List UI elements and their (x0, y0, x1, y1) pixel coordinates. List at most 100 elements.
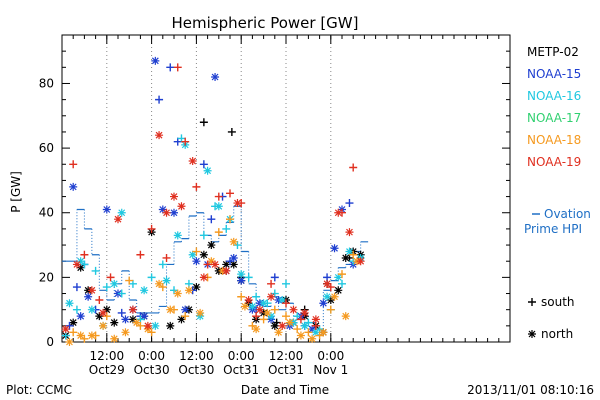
north-point (117, 208, 126, 217)
north-point (203, 166, 212, 175)
south-point (214, 192, 223, 201)
north-point (162, 208, 171, 217)
legend-model-label-1: Ovation (544, 207, 591, 221)
south-point (155, 95, 164, 104)
south-point (117, 289, 126, 298)
legend-series-label: METP-02 (527, 45, 579, 59)
x-tick-label-time: 0:00 (228, 349, 255, 363)
south-point (244, 273, 253, 282)
south-point (270, 305, 279, 314)
north-point (323, 292, 332, 301)
legend-series-label: NOAA-18 (527, 133, 581, 147)
south-point (272, 318, 281, 327)
y-tick-label: 40 (39, 206, 54, 220)
north-point (319, 299, 328, 308)
north-point (274, 328, 283, 337)
x-tick-label-time: 12:00 (269, 349, 304, 363)
footer-right-timestamp: 2013/11/01 08:10:16 (467, 383, 594, 397)
north-point (166, 321, 175, 330)
north-point (140, 286, 149, 295)
north-point (151, 321, 160, 330)
north-point (244, 295, 253, 304)
legend: METP-02 NOAA-15 NOAA-16 NOAA-17 NOAA-18 NOAA-… (524, 45, 591, 341)
north-point (334, 273, 343, 282)
south-point (222, 224, 231, 233)
south-point (162, 253, 171, 262)
south-point (237, 292, 246, 301)
north-point (311, 315, 320, 324)
south-point (147, 328, 156, 337)
north-point (188, 157, 197, 166)
north-point (65, 338, 74, 346)
legend-marker-label: south (541, 295, 575, 309)
south-point (69, 328, 78, 337)
north-point (211, 73, 220, 82)
north-point (248, 302, 257, 311)
south-point (282, 299, 290, 308)
south-point (147, 224, 156, 233)
north-point (99, 321, 108, 330)
south-point (136, 250, 145, 259)
south-point (259, 315, 268, 324)
legend-series-label: NOAA-15 (527, 67, 581, 81)
south-point (72, 305, 81, 314)
north-point (267, 312, 276, 321)
north-point (199, 250, 208, 259)
south-point (181, 312, 190, 321)
north-point (308, 334, 317, 343)
north-point (207, 241, 216, 250)
south-point (106, 273, 115, 282)
north-point (102, 305, 111, 314)
south-point (136, 321, 145, 330)
north-point (114, 215, 122, 224)
x-axis-label: Date and Time (241, 383, 329, 397)
north-point (151, 56, 160, 65)
north-point (278, 295, 287, 304)
x-tick-label-time: 12:00 (179, 349, 214, 363)
north-point (308, 325, 317, 334)
north-point (211, 260, 220, 269)
north-point (267, 292, 276, 301)
north-point (188, 250, 197, 259)
south-point (338, 270, 346, 279)
south-point (199, 231, 208, 240)
north-point (143, 321, 152, 330)
south-point (326, 283, 335, 292)
north-point (173, 289, 182, 298)
north-point (128, 315, 137, 324)
north-point (199, 273, 208, 282)
north-point (181, 305, 190, 314)
north-point (170, 208, 178, 217)
north-point (323, 279, 332, 288)
south-point (91, 331, 100, 340)
north-point (345, 247, 354, 256)
footer-left-credit: Plot: CCMC (6, 383, 72, 397)
north-point (184, 286, 193, 295)
north-point (207, 257, 216, 266)
north-point (128, 305, 137, 314)
north-point (252, 325, 261, 334)
north-point (263, 308, 272, 317)
north-point (330, 244, 339, 253)
south-point (80, 260, 89, 269)
south-point (147, 273, 156, 282)
north-point (158, 205, 167, 214)
north-point (65, 299, 74, 308)
south-point (263, 299, 272, 308)
north-point (99, 308, 108, 317)
x-tick-label-date: Oct31 (223, 363, 259, 377)
north-point (155, 279, 164, 288)
north-point (319, 328, 328, 337)
north-point (229, 253, 238, 262)
x-tick-label-time: 0:00 (317, 349, 344, 363)
south-point (207, 215, 216, 224)
plot-area: 02040608012:00Oct290:00Oct3012:00Oct300:… (39, 34, 536, 377)
north-point (110, 279, 119, 288)
north-point (192, 283, 201, 292)
south-point (125, 276, 134, 285)
legend-model-label-2: Prime HPI (524, 222, 582, 236)
north-point (356, 257, 365, 266)
north-point (285, 318, 294, 327)
north-point (192, 257, 201, 266)
north-point (341, 312, 350, 321)
